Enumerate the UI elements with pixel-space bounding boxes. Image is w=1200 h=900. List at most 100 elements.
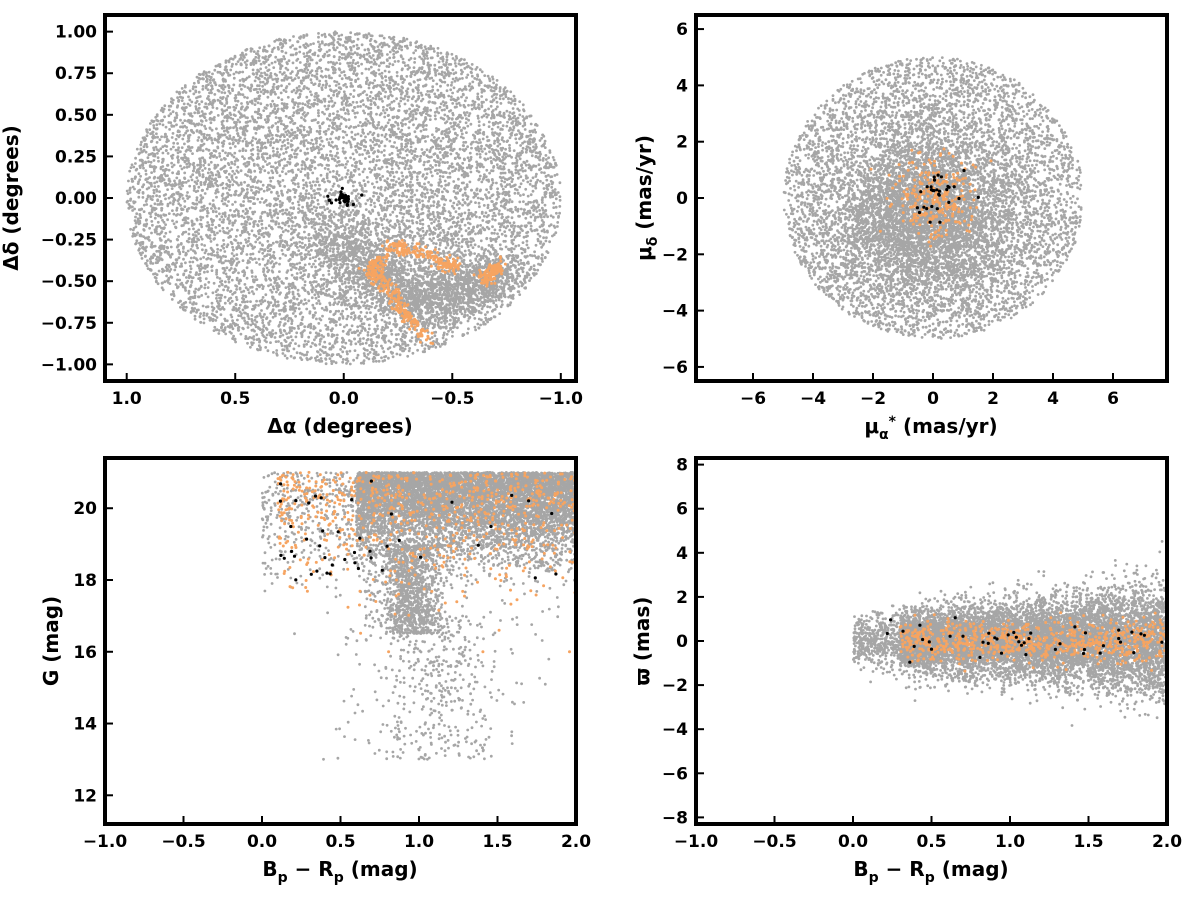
position-field-point xyxy=(361,43,364,46)
position-field-point xyxy=(423,161,426,164)
position-field-point xyxy=(485,98,488,101)
position-field-point xyxy=(257,117,260,120)
position-panel: 1.0 0.5 0.0 −0.5 −1.01.000.750.500.250.00−0.… xyxy=(0,15,583,438)
position-field-point xyxy=(345,324,348,327)
position-field-point xyxy=(349,363,352,366)
position-field-point xyxy=(256,146,259,149)
position-field-point xyxy=(317,322,320,325)
position-field-point xyxy=(317,295,320,298)
position-field-point xyxy=(224,296,227,299)
position-field-point xyxy=(254,103,257,106)
position-field-point xyxy=(499,87,502,90)
position-field-point xyxy=(419,155,422,158)
position-field-point xyxy=(414,148,417,151)
position-field-point xyxy=(522,241,525,244)
position-field-point xyxy=(459,148,462,151)
position-field-point xyxy=(187,179,190,182)
position-field-point xyxy=(526,181,529,184)
position-field-point xyxy=(471,63,474,66)
position-field-point xyxy=(491,218,494,221)
position-field-point xyxy=(530,193,533,196)
position-field-point xyxy=(286,138,289,141)
position-field-point xyxy=(383,149,386,152)
position-field-point xyxy=(365,342,368,345)
figure: 1.0 0.5 0.0 −0.5 −1.01.000.750.500.250.00−0.… xyxy=(0,0,1200,900)
position-field-point xyxy=(280,92,283,95)
position-field-point xyxy=(509,90,512,93)
position-field-point xyxy=(524,128,527,131)
position-field-point xyxy=(358,153,361,156)
position-field-point xyxy=(307,250,310,253)
position-field-point xyxy=(353,89,356,92)
position-field-point xyxy=(532,190,535,193)
position-field-point xyxy=(501,213,504,216)
position-field-point xyxy=(411,336,414,339)
position-field-point xyxy=(262,81,265,84)
position-field-point xyxy=(513,95,516,98)
position-field-point xyxy=(481,150,484,153)
position-field-point xyxy=(168,128,171,131)
position-field-point xyxy=(263,46,266,49)
position-field-point xyxy=(203,312,206,315)
position-field-point xyxy=(157,160,160,163)
position-field-point xyxy=(507,209,510,212)
position-field-point xyxy=(479,68,482,71)
position-field-point xyxy=(530,123,533,126)
position-field-point xyxy=(258,232,261,235)
position-field-point xyxy=(299,170,302,173)
position-field-point xyxy=(341,77,344,80)
position-field-point xyxy=(440,102,443,105)
position-field-point xyxy=(259,201,262,204)
position-field-point xyxy=(343,326,346,329)
position-field-point xyxy=(275,116,278,119)
position-field-point xyxy=(325,362,328,365)
position-field-point xyxy=(310,187,313,190)
position-field-point xyxy=(313,206,316,209)
position-field-point xyxy=(237,272,240,275)
position-field-point xyxy=(471,75,474,78)
position-field-point xyxy=(217,114,220,117)
position-field-point xyxy=(545,154,548,157)
position-field-point xyxy=(417,91,420,94)
position-field-point xyxy=(384,230,387,233)
position-field-point xyxy=(449,88,452,91)
position-field-point xyxy=(290,139,293,142)
position-field-point xyxy=(303,325,306,328)
position-field-point xyxy=(260,223,263,226)
position-field-point xyxy=(149,215,152,218)
position-field-point xyxy=(518,201,521,204)
position-field-point xyxy=(324,324,327,327)
position-field-point xyxy=(274,56,277,59)
position-field-point xyxy=(179,306,182,309)
position-field-point xyxy=(529,134,532,137)
position-field-point xyxy=(503,230,506,233)
position-field-point xyxy=(328,125,331,128)
position-field-point xyxy=(260,63,263,66)
position-field-point xyxy=(200,100,203,103)
position-field-point xyxy=(218,212,221,215)
position-field-point xyxy=(513,248,516,251)
position-field-point xyxy=(352,359,355,362)
position-field-point xyxy=(235,253,238,256)
position-field-point xyxy=(197,139,200,142)
position-field-point xyxy=(201,156,204,159)
position-field-point xyxy=(299,271,302,274)
position-field-point xyxy=(241,155,244,158)
position-field-point xyxy=(330,61,333,64)
position-field-point xyxy=(242,309,245,312)
position-field-point xyxy=(356,111,359,114)
position-field-point xyxy=(513,221,516,224)
position-field-point xyxy=(340,108,343,111)
position-field-point xyxy=(308,240,311,243)
position-field-point xyxy=(439,158,442,161)
position-field-point xyxy=(388,71,391,74)
position-field-point xyxy=(210,240,213,243)
position-field-point xyxy=(453,86,456,89)
position-field-point xyxy=(412,123,415,126)
position-field-point xyxy=(556,225,559,228)
position-field-point xyxy=(390,333,393,336)
position-field-point xyxy=(320,70,323,73)
position-field-point xyxy=(473,317,476,320)
position-field-point xyxy=(326,118,329,121)
position-field-point xyxy=(246,277,249,280)
